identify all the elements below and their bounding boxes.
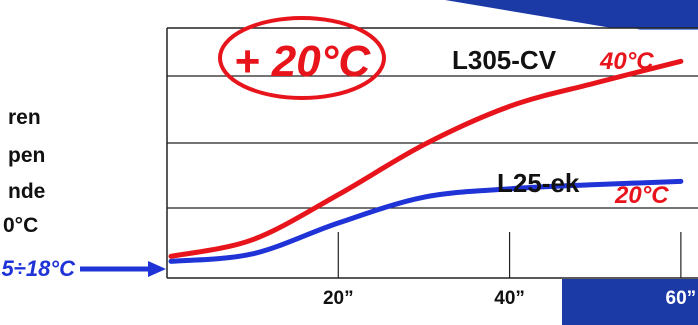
gridlines: [167, 75, 698, 278]
delta-annotation: + 20°C: [234, 37, 371, 86]
side-text-line-1: ren: [8, 106, 41, 129]
x-tick-label-3: 60”: [666, 288, 697, 309]
series-line-l25-ek: [168, 178, 684, 264]
series-end-label-l25: 20°C: [614, 182, 669, 209]
series-line-l305-cv: [168, 58, 684, 259]
series-end-label-l305: 40°C: [599, 48, 654, 75]
delta-circle: [218, 16, 386, 100]
x-tick-label-1: 20”: [323, 288, 354, 309]
series-name-l305: L305-CV: [452, 45, 557, 75]
start-temperature-label: + 15÷18°C: [0, 256, 76, 281]
x-tick-labels: 20” 40” 60”: [323, 288, 696, 309]
top-dark-band: [445, 0, 698, 28]
series-name-l25: L25-ek: [497, 168, 580, 198]
side-text-line-3: nde: [8, 180, 46, 203]
side-text-line-2: pen: [8, 144, 46, 167]
x-tick-label-2: 40”: [494, 288, 525, 309]
arrow-right-icon: [80, 261, 166, 277]
side-text-line-4: 0°C: [3, 214, 39, 237]
series-layer: [168, 58, 684, 264]
bottom-dark-band: [562, 279, 698, 325]
